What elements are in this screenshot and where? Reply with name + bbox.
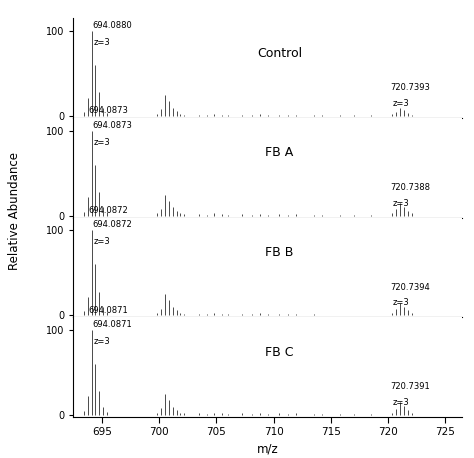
Text: FB A: FB A [265,146,293,159]
X-axis label: m/z: m/z [257,443,279,456]
Text: 720.7391: 720.7391 [391,382,430,391]
Text: 720.7388: 720.7388 [391,183,430,192]
Text: 694.0871: 694.0871 [88,305,128,315]
Text: FB C: FB C [265,345,294,359]
Text: z=3: z=3 [93,137,110,147]
Text: z=3: z=3 [392,199,409,208]
Text: 720.7393: 720.7393 [391,83,430,93]
Text: 720.7394: 720.7394 [391,283,430,292]
Text: z=3: z=3 [96,319,112,328]
Text: z=3: z=3 [96,120,112,129]
Text: Relative Abundance: Relative Abundance [8,152,21,270]
Text: z=3: z=3 [93,337,110,346]
Text: FB B: FB B [265,246,294,259]
Text: z=3: z=3 [392,398,409,407]
Text: 694.0873: 694.0873 [88,106,128,115]
Text: 694.0872: 694.0872 [92,220,132,229]
Text: 694.0871: 694.0871 [92,320,132,329]
Text: 694.0873: 694.0873 [92,121,132,130]
Text: z=3: z=3 [96,220,112,229]
Text: z=3: z=3 [93,237,110,246]
Text: z=3: z=3 [392,299,409,307]
Text: z=3: z=3 [392,99,409,108]
Text: 694.0872: 694.0872 [88,206,128,215]
Text: z=3: z=3 [93,38,110,47]
Text: Control: Control [257,47,302,60]
Text: 694.0880: 694.0880 [92,21,132,30]
